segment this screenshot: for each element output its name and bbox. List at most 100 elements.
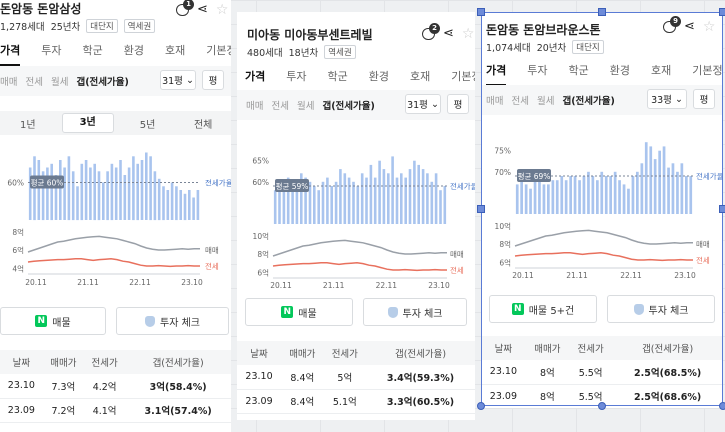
size-dropdown[interactable]: 31평 ⌄ bbox=[160, 70, 196, 90]
cell-jeonse: 5.5억 bbox=[569, 360, 613, 385]
x-axis-tick: 22.11 bbox=[129, 278, 151, 287]
naver-logo-icon: N bbox=[281, 306, 294, 318]
invest-check-button[interactable]: 투자 체크 bbox=[607, 295, 715, 323]
transaction-table: 날짜 매매가 전세가 갭(전세가율) 23.10 7.3억 4.2억 3억(58… bbox=[0, 350, 231, 423]
gap-ratio-bar bbox=[671, 163, 675, 214]
x-axis-tick: 22.11 bbox=[376, 281, 398, 290]
star-icon[interactable]: ☆ bbox=[215, 2, 229, 18]
resize-handle[interactable] bbox=[719, 205, 725, 213]
gap-ratio-bar bbox=[80, 163, 84, 221]
size-dropdown[interactable]: 33평 ⌄ bbox=[647, 89, 687, 109]
listing-button[interactable]: N 매물 bbox=[245, 298, 353, 326]
tab-environment[interactable]: 환경 bbox=[609, 64, 630, 77]
gap-ratio-bar bbox=[609, 176, 612, 214]
period-5y[interactable]: 5년 bbox=[139, 119, 156, 131]
gap-ratio-bar bbox=[413, 160, 416, 224]
sale-price-line bbox=[514, 229, 693, 247]
resize-handle[interactable] bbox=[477, 205, 485, 213]
star-icon[interactable]: ☆ bbox=[461, 26, 475, 42]
tab-basic-info[interactable]: 기본정보 bbox=[206, 44, 231, 57]
invest-check-button[interactable]: 투자 체크 bbox=[363, 298, 467, 326]
gap-ratio-bar bbox=[123, 175, 127, 220]
money-bag-icon bbox=[387, 306, 398, 318]
legend-jeonse: 전세 bbox=[450, 265, 464, 275]
invest-check-button[interactable]: 투자 체크 bbox=[116, 307, 229, 335]
tab-environment[interactable]: 환경 bbox=[123, 44, 144, 57]
deal-type-monthly[interactable]: 월세 bbox=[296, 101, 315, 112]
size-unit-toggle[interactable]: 평 bbox=[447, 94, 469, 114]
deal-type-monthly[interactable]: 월세 bbox=[50, 77, 69, 88]
cell-gap: 3.3억(60.5%) bbox=[366, 389, 475, 414]
size-dropdown[interactable]: 31평 ⌄ bbox=[405, 94, 441, 114]
gap-ratio-bar bbox=[326, 177, 329, 224]
deal-type-jeonse[interactable]: 전세 bbox=[25, 77, 43, 88]
tab-school[interactable]: 학군 bbox=[327, 70, 348, 83]
deal-type-gap[interactable]: 갭(전세가율) bbox=[322, 101, 375, 112]
period-1y[interactable]: 1년 bbox=[20, 119, 36, 131]
apartment-meta: 1,278세대 25년차 대단지 역세권 bbox=[0, 19, 156, 33]
deal-type-jeonse[interactable]: 전세 bbox=[271, 101, 289, 112]
size-unit-toggle[interactable]: 평 bbox=[693, 89, 715, 109]
resize-handle[interactable] bbox=[477, 402, 485, 410]
gap-ratio-bar bbox=[439, 190, 442, 224]
table-header-row: 날짜 매매가 전세가 갭(전세가율) bbox=[481, 336, 723, 360]
tab-development[interactable]: 호재 bbox=[165, 44, 186, 57]
tab-development[interactable]: 호재 bbox=[410, 70, 431, 83]
listing-button[interactable]: N 매물 5+건 bbox=[489, 295, 597, 323]
gap-ratio-bar bbox=[604, 176, 608, 214]
gap-ratio-bar bbox=[395, 177, 399, 224]
invest-check-label: 투자 체크 bbox=[648, 305, 689, 317]
deal-type-sale[interactable]: 매매 bbox=[246, 101, 264, 112]
tab-school[interactable]: 학군 bbox=[82, 44, 103, 57]
period-3y[interactable]: 3년 bbox=[61, 113, 114, 133]
star-icon[interactable]: ☆ bbox=[702, 19, 716, 35]
tab-environment[interactable]: 환경 bbox=[368, 70, 389, 83]
tab-development[interactable]: 호재 bbox=[651, 64, 672, 77]
gap-ratio-bar bbox=[93, 163, 96, 221]
gap-ratio-bar bbox=[273, 190, 277, 224]
tab-price[interactable]: 가격 bbox=[0, 42, 21, 66]
tab-school[interactable]: 학군 bbox=[568, 64, 589, 77]
comment-icon[interactable]: 2 bbox=[422, 23, 440, 40]
resize-handle[interactable] bbox=[477, 8, 485, 16]
resize-handle[interactable] bbox=[598, 402, 606, 410]
building-age: 18년차 bbox=[288, 48, 319, 59]
share-icon[interactable]: ⋖ bbox=[443, 26, 454, 41]
size-unit-toggle[interactable]: 평 bbox=[202, 70, 224, 90]
comment-icon[interactable]: 1 bbox=[176, 0, 194, 16]
gap-ratio-bar bbox=[551, 180, 555, 214]
gap-ratio-bar bbox=[618, 180, 621, 214]
size-unit: 평 bbox=[453, 100, 463, 111]
listing-button[interactable]: N 매물 bbox=[0, 307, 106, 335]
resize-handle[interactable] bbox=[598, 8, 606, 16]
tab-basic-info[interactable]: 기본정보 bbox=[692, 64, 723, 77]
tab-invest[interactable]: 투자 bbox=[41, 44, 62, 57]
deal-type-jeonse[interactable]: 전세 bbox=[511, 96, 529, 107]
gap-ratio-bar bbox=[421, 169, 425, 224]
share-icon[interactable]: ⋖ bbox=[684, 19, 695, 34]
resize-handle[interactable] bbox=[719, 8, 725, 16]
gap-axis-tick: 60% bbox=[7, 179, 24, 188]
deal-type-sale[interactable]: 매매 bbox=[486, 96, 504, 107]
table-row: 23.10 8.4억 5억 3.4억(59.3%) bbox=[237, 365, 475, 390]
tab-invest[interactable]: 투자 bbox=[286, 70, 307, 83]
deal-type-gap[interactable]: 갭(전세가율) bbox=[562, 96, 615, 107]
period-all[interactable]: 전체 bbox=[193, 119, 213, 131]
gap-ratio-bar bbox=[192, 197, 195, 220]
deal-type-sale[interactable]: 매매 bbox=[0, 77, 18, 88]
tab-price[interactable]: 가격 bbox=[486, 62, 507, 86]
comment-icon[interactable]: 9 bbox=[663, 16, 681, 33]
share-icon[interactable]: ⋖ bbox=[197, 2, 208, 17]
tab-basic-info[interactable]: 기본정보 bbox=[451, 70, 475, 83]
tab-invest[interactable]: 투자 bbox=[527, 64, 548, 77]
tab-price[interactable]: 가격 bbox=[245, 68, 266, 92]
resize-handle[interactable] bbox=[719, 402, 725, 410]
deal-type-monthly[interactable]: 월세 bbox=[536, 96, 555, 107]
x-axis-tick: 21.11 bbox=[77, 278, 99, 287]
col-jeonse: 전세가 bbox=[323, 341, 367, 365]
deal-type-gap[interactable]: 갭(전세가율) bbox=[76, 77, 129, 88]
x-axis-tick: 22.11 bbox=[620, 271, 642, 280]
cell-gap: 3.4억(59.3%) bbox=[366, 365, 475, 390]
